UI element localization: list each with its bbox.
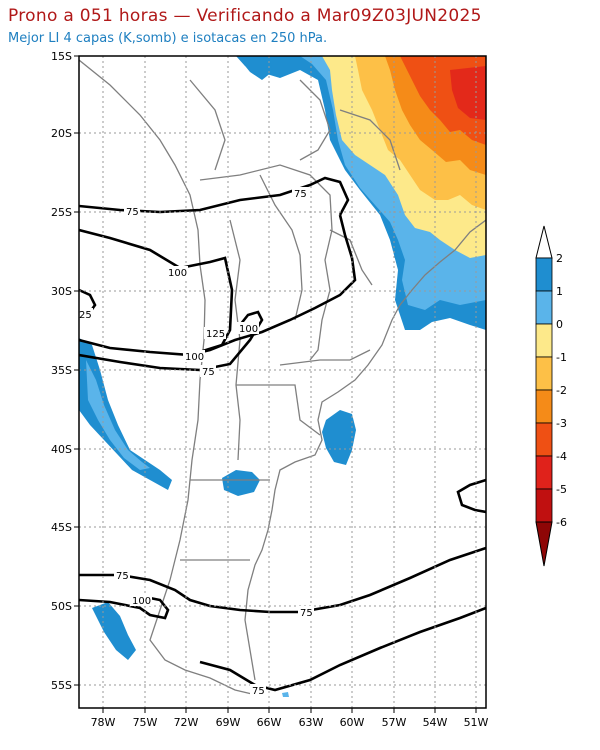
colorbar-swatch: [535, 323, 553, 358]
lat-tick-label: 15S: [51, 50, 72, 63]
lon-tick-label: 69W: [216, 716, 241, 729]
colorbar-label: 0: [556, 318, 563, 331]
lon-ticks: [102, 708, 477, 713]
isotach-label: 75: [300, 608, 313, 619]
li-shade-patch-north: [237, 56, 272, 80]
li-shade-patch-patagonia: [222, 470, 260, 496]
isotach-label: 75: [252, 686, 265, 697]
colorbar-swatch: [535, 290, 553, 325]
li-shade-negative-4: [450, 66, 486, 120]
lat-tick-label: 40S: [51, 443, 72, 456]
colorbar-swatch: [535, 488, 553, 523]
isotach-label: 100: [239, 324, 258, 335]
isotach-label: 75: [116, 571, 129, 582]
li-shade-chile-coast-light: [86, 360, 150, 470]
colorbar-label: -1: [556, 351, 567, 364]
colorbar: [535, 225, 553, 567]
lat-tick-label: 50S: [51, 600, 72, 613]
isotach-label: 75: [126, 207, 139, 218]
lat-tick-label: 55S: [51, 679, 72, 692]
colorbar-swatch: [535, 356, 553, 391]
colorbar-label: -6: [556, 516, 567, 529]
colorbar-label: -5: [556, 483, 567, 496]
lon-tick-label: 60W: [340, 716, 365, 729]
lon-tick-label: 78W: [91, 716, 116, 729]
map-frame: [78, 55, 487, 709]
map-title: Prono a 051 horas — Verificando a Mar09Z…: [8, 6, 482, 26]
lon-tick-label: 66W: [257, 716, 282, 729]
lat-tick-label: 30S: [51, 285, 72, 298]
lat-tick-label: 45S: [51, 521, 72, 534]
colorbar-swatch: [535, 257, 553, 292]
colorbar-label: -2: [556, 384, 567, 397]
isotach-label: 100: [168, 268, 187, 279]
isotach-label: 25: [79, 310, 92, 321]
lat-tick-label: 25S: [51, 206, 72, 219]
lat-tick-label: 35S: [51, 364, 72, 377]
colorbar-top-arrow: [535, 225, 553, 259]
isotach-label: 75: [294, 189, 307, 200]
isotach-label-group: 75 100 125 100 100 75 25 75 75 100 75 75: [77, 187, 314, 697]
lon-tick-label: 63W: [299, 716, 324, 729]
isotach-contours: [79, 176, 486, 692]
colorbar-label: 2: [556, 252, 563, 265]
lat-lon-grid: [79, 56, 486, 708]
colorbar-swatch: [535, 455, 553, 490]
lat-tick-label: 20S: [51, 127, 72, 140]
li-shade-patch-pampas: [322, 410, 356, 465]
lon-tick-label: 51W: [464, 716, 489, 729]
li-shade-patch-tiny: [282, 692, 289, 697]
map-subtitle: Mejor LI 4 capas (K,somb) e isotacas en …: [8, 31, 328, 46]
lon-tick-label: 75W: [133, 716, 158, 729]
lon-tick-label: 72W: [174, 716, 199, 729]
colorbar-swatch: [535, 422, 553, 457]
lon-tick-label: 57W: [382, 716, 407, 729]
isotach-label: 100: [185, 352, 204, 363]
colorbar-label: 1: [556, 285, 563, 298]
colorbar-label: -3: [556, 417, 567, 430]
lat-ticks: [74, 55, 79, 686]
colorbar-swatch: [535, 389, 553, 424]
colorbar-label: -4: [556, 450, 567, 463]
isotach-label: 125: [206, 329, 225, 340]
coastlines: [79, 59, 486, 695]
lon-tick-label: 54W: [423, 716, 448, 729]
isotach-label: 75: [202, 367, 215, 378]
colorbar-bottom-arrow: [535, 521, 553, 567]
isotach-label: 100: [132, 596, 151, 607]
